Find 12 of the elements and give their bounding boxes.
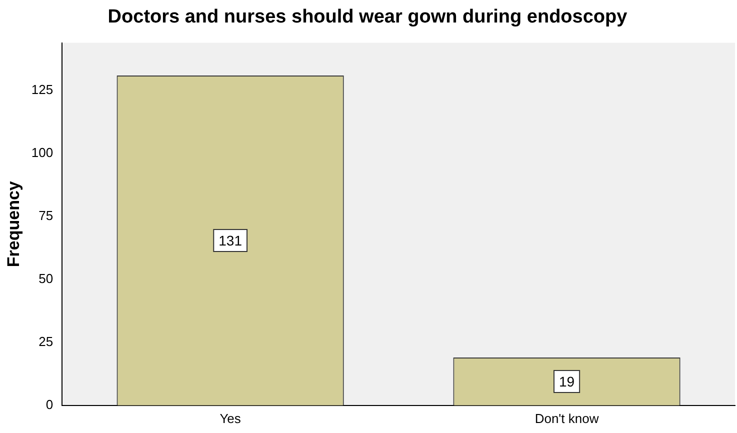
data-label: 19 [558,373,575,390]
data-label: 131 [218,232,242,248]
y-tick-label: 125 [31,82,54,98]
y-tick-label: 50 [38,271,54,286]
y-tick-label: 25 [38,334,54,350]
chart-title: Doctors and nurses should wear gown during endoscopy [108,6,628,28]
y-tick-label: 100 [31,145,54,160]
x-tick-label: Don't know [534,410,600,426]
y-axis-title: Frequency [4,180,23,268]
y-tick-label: 75 [38,208,54,224]
y-tick-label: 0 [46,396,54,412]
x-tick-label: Yes [220,410,242,426]
